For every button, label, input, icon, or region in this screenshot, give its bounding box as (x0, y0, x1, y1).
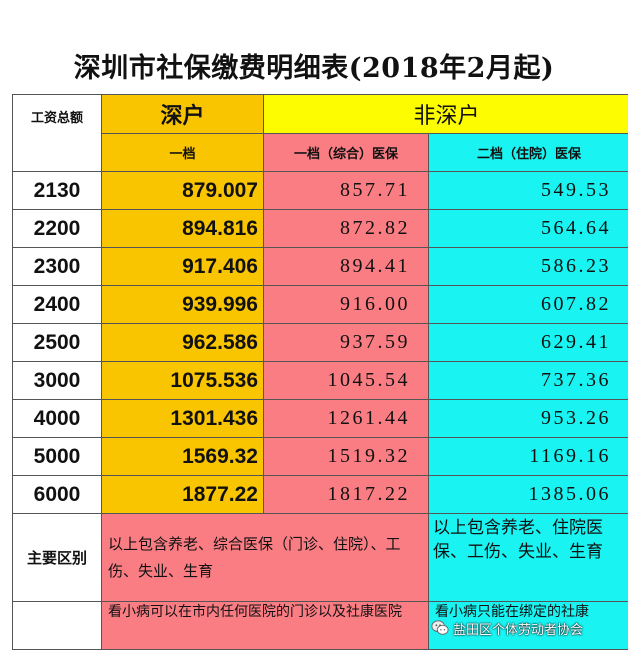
tier1-cell: 1877.22 (101, 475, 264, 514)
clinic-comp-note: 看小病可以在市内任何医院的门诊以及社康医院 (101, 601, 429, 650)
subheader-row: 一档 一档（综合）医保 二档（住院）医保 (13, 133, 628, 172)
wage-cell: 3000 (12, 361, 102, 400)
shenhu-header: 深户 (101, 94, 264, 134)
tier1-comp-cell: 1817.22 (263, 475, 429, 514)
table-row: 2130 879.007 857.71 549.53 (12, 171, 628, 210)
tier1-cell: 962.586 (101, 323, 264, 362)
tier1-cell: 1301.436 (101, 399, 264, 438)
tier1-comp-cell: 916.00 (263, 285, 429, 324)
tier1-cell: 1569.32 (101, 437, 264, 476)
tier2-hosp-cell: 564.64 (427, 209, 628, 248)
tier1-cell: 879.007 (101, 171, 264, 210)
table-row: 2400 939.996 916.00 607.82 (12, 285, 628, 324)
tier1-comp-cell: 894.41 (263, 247, 429, 286)
wage-cell: 2400 (12, 285, 102, 324)
wage-cell: 2500 (12, 323, 102, 362)
watermark-text: 盐田区个体劳动者协会 (453, 622, 584, 638)
main-diff-comp-note: 以上包含养老、综合医保（门诊、住院）、工伤、失业、生育 (101, 513, 429, 602)
table-row: 2500 962.586 937.59 629.41 (12, 323, 628, 362)
clinic-row: 看小病可以在市内任何医院的门诊以及社康医院 看小病只能在绑定的社康 (12, 601, 628, 650)
tier1-comp-cell: 857.71 (263, 171, 429, 210)
tier2-hosp-cell: 549.53 (427, 171, 628, 210)
table-row: 5000 1569.32 1519.32 1169.16 (12, 437, 628, 476)
table-row: 2300 917.406 894.41 586.23 (12, 247, 628, 286)
tier1-comp-cell: 1045.54 (263, 361, 429, 400)
table-row: 6000 1877.22 1817.22 1385.06 (12, 475, 628, 514)
tier1-header: 一档 (101, 133, 264, 172)
tier1-comp-cell: 1519.32 (263, 437, 429, 476)
tier2-hosp-cell: 737.36 (427, 361, 628, 400)
wage-cell: 2300 (12, 247, 102, 286)
wage-cell: 2130 (12, 171, 102, 210)
table-row: 2200 894.816 872.82 564.64 (12, 209, 628, 248)
clinic-label (12, 601, 102, 650)
page-title: 深圳市社保缴费明细表(2018年2月起) (73, 53, 555, 84)
table-row: 4000 1301.436 1261.44 953.26 (12, 399, 628, 438)
wage-cell: 2200 (12, 209, 102, 248)
tier2-hosp-cell: 586.23 (427, 247, 628, 286)
insurance-table: 工资总额 深户 非深户 一档 一档（综合）医保 二档（住院）医保 2130 87… (12, 94, 628, 650)
tier1-comp-cell: 1261.44 (263, 399, 429, 438)
tier1-cell: 917.406 (101, 247, 264, 286)
tier1-comp-header: 一档（综合）医保 (263, 133, 429, 172)
table-row: 3000 1075.536 1045.54 737.36 (12, 361, 628, 400)
tier2-hosp-cell: 629.41 (427, 323, 628, 362)
feishenhu-header: 非深户 (262, 94, 628, 134)
clinic-hosp-note: 看小病只能在绑定的社康 (427, 601, 628, 650)
tier2-hosp-header: 二档（住院）医保 (427, 133, 628, 172)
wage-cell: 4000 (12, 399, 102, 438)
wage-cell: 5000 (12, 437, 102, 476)
tier2-hosp-cell: 1169.16 (427, 437, 628, 476)
tier1-cell: 894.816 (101, 209, 264, 248)
main-diff-label: 主要区别 (12, 513, 102, 602)
wage-total-header: 工资总额 (12, 94, 102, 172)
main-diff-row: 主要区别 以上包含养老、综合医保（门诊、住院）、工伤、失业、生育 以上包含养老、… (12, 513, 628, 602)
watermark: 盐田区个体劳动者协会 (431, 615, 628, 641)
wechat-icon (431, 620, 449, 635)
main-diff-hosp-note: 以上包含养老、住院医保、工伤、失业、生育 (427, 513, 628, 602)
tier2-hosp-cell: 607.82 (427, 285, 628, 324)
header-row: 工资总额 深户 非深户 (12, 94, 628, 172)
tier1-cell: 939.996 (101, 285, 264, 324)
tier1-cell: 1075.536 (101, 361, 264, 400)
tier2-hosp-cell: 953.26 (427, 399, 628, 438)
tier1-comp-cell: 872.82 (263, 209, 429, 248)
tier1-comp-cell: 937.59 (263, 323, 429, 362)
wage-cell: 6000 (12, 475, 102, 514)
tier2-hosp-cell: 1385.06 (427, 475, 628, 514)
